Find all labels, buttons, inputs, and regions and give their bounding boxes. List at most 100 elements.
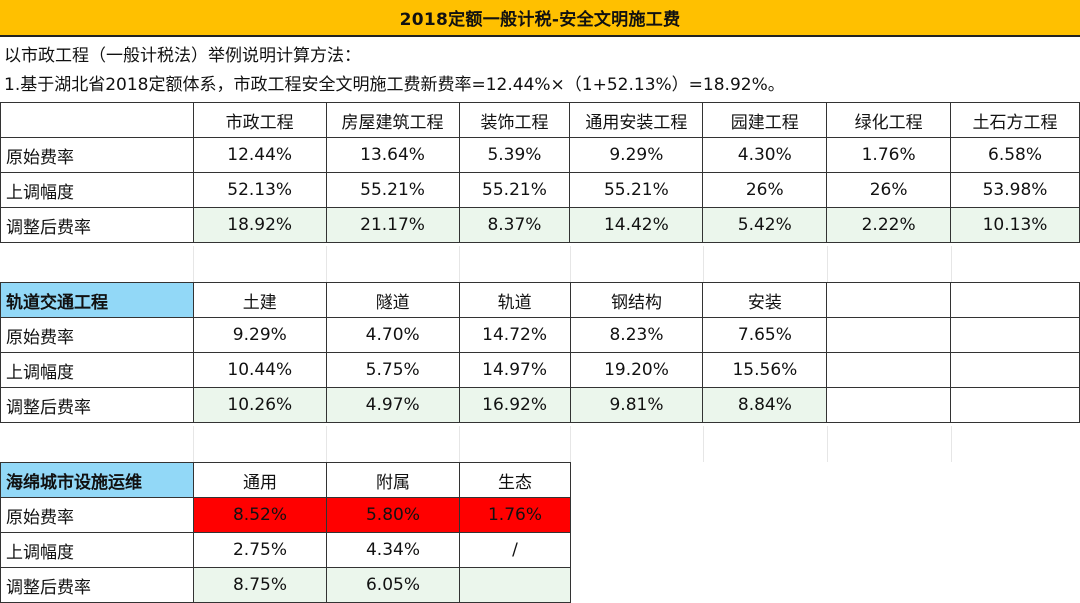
table-cell[interactable]: 4.70% xyxy=(325,317,460,353)
empty-cell[interactable] xyxy=(826,387,952,423)
table-row: 上调幅度 2.75% 4.34% / xyxy=(0,532,571,568)
table-cell[interactable]: 12.44% xyxy=(192,137,327,173)
table-cell[interactable]: 6.58% xyxy=(950,137,1080,173)
row-label[interactable]: 原始费率 xyxy=(0,137,194,173)
table-row: 调整后费率 10.26% 4.97% 16.92% 9.81% 8.84% xyxy=(0,387,1080,423)
row-label[interactable]: 调整后费率 xyxy=(0,207,194,243)
table-header-row: 市政工程 房屋建筑工程 装饰工程 通用安装工程 园建工程 绿化工程 土石方工程 xyxy=(0,102,1080,138)
table-cell[interactable]: 7.65% xyxy=(702,317,828,353)
empty-cell[interactable] xyxy=(950,387,1080,423)
table-cell[interactable]: 9.29% xyxy=(569,137,704,173)
table-cell[interactable]: 5.39% xyxy=(458,137,571,173)
header-cell[interactable]: 生态 xyxy=(459,462,571,498)
method-note: 以市政工程（一般计税法）举例说明计算方法： xyxy=(4,46,361,66)
header-cell[interactable]: 附属 xyxy=(326,462,460,498)
row-label[interactable]: 调整后费率 xyxy=(0,567,194,603)
table-cell[interactable]: 52.13% xyxy=(192,172,327,208)
header-cell[interactable]: 装饰工程 xyxy=(458,102,571,138)
table-cell[interactable]: 9.81% xyxy=(569,387,704,423)
table-cell[interactable]: 10.44% xyxy=(192,352,327,388)
table-cell[interactable]: 8.23% xyxy=(569,317,704,353)
rail-transit-table: 轨道交通工程 土建 隧道 轨道 钢结构 安装 原始费率 9.29% 4.70% … xyxy=(0,282,1080,423)
empty-row xyxy=(0,426,1080,462)
table-cell[interactable]: 21.17% xyxy=(325,207,460,243)
section-header[interactable]: 海绵城市设施运维 xyxy=(0,462,194,498)
table-cell[interactable]: 5.42% xyxy=(702,207,828,243)
table-cell[interactable]: 8.84% xyxy=(702,387,828,423)
row-label[interactable]: 上调幅度 xyxy=(0,532,194,568)
table-cell[interactable]: 55.21% xyxy=(458,172,571,208)
header-cell[interactable]: 房屋建筑工程 xyxy=(325,102,460,138)
table-cell[interactable]: 55.21% xyxy=(569,172,704,208)
table-cell[interactable]: 4.30% xyxy=(702,137,828,173)
header-cell xyxy=(0,102,194,138)
header-cell[interactable]: 轨道 xyxy=(458,282,571,318)
header-cell[interactable]: 土石方工程 xyxy=(950,102,1080,138)
table-cell[interactable]: 16.92% xyxy=(458,387,571,423)
header-cell[interactable]: 隧道 xyxy=(325,282,460,318)
table-cell[interactable]: 6.05% xyxy=(326,567,460,603)
row-label[interactable]: 上调幅度 xyxy=(0,172,194,208)
table-cell[interactable]: / xyxy=(459,532,571,568)
table-cell[interactable]: 4.97% xyxy=(325,387,460,423)
table-cell[interactable]: 19.20% xyxy=(569,352,704,388)
table-row: 调整后费率 8.75% 6.05% xyxy=(0,567,571,603)
empty-cell[interactable] xyxy=(826,317,952,353)
table-cell[interactable]: 15.56% xyxy=(702,352,828,388)
sponge-city-table: 海绵城市设施运维 通用 附属 生态 原始费率 8.52% 5.80% 1.76%… xyxy=(0,462,571,603)
table-cell[interactable]: 14.42% xyxy=(569,207,704,243)
table-cell[interactable]: 2.22% xyxy=(826,207,952,243)
header-cell[interactable]: 通用 xyxy=(193,462,327,498)
table-row: 原始费率 8.52% 5.80% 1.76% xyxy=(0,497,571,533)
table-cell[interactable]: 1.76% xyxy=(826,137,952,173)
section-header[interactable]: 轨道交通工程 xyxy=(0,282,194,318)
header-cell[interactable]: 绿化工程 xyxy=(826,102,952,138)
header-cell[interactable]: 园建工程 xyxy=(702,102,828,138)
empty-cell[interactable] xyxy=(950,352,1080,388)
table-cell[interactable]: 13.64% xyxy=(325,137,460,173)
row-label[interactable]: 原始费率 xyxy=(0,317,194,353)
empty-row xyxy=(0,246,1080,282)
table-row: 原始费率 9.29% 4.70% 14.72% 8.23% 7.65% xyxy=(0,317,1080,353)
table-cell[interactable]: 9.29% xyxy=(192,317,327,353)
table-cell[interactable]: 14.97% xyxy=(458,352,571,388)
table-cell[interactable]: 8.37% xyxy=(458,207,571,243)
header-cell[interactable]: 安装 xyxy=(702,282,828,318)
row-label[interactable]: 调整后费率 xyxy=(0,387,194,423)
table-cell[interactable]: 55.21% xyxy=(325,172,460,208)
table-cell[interactable]: 53.98% xyxy=(950,172,1080,208)
table-cell[interactable]: 26% xyxy=(702,172,828,208)
empty-cell[interactable] xyxy=(826,282,952,318)
row-label[interactable]: 原始费率 xyxy=(0,497,194,533)
table-cell[interactable]: 2.75% xyxy=(193,532,327,568)
table-header-row: 轨道交通工程 土建 隧道 轨道 钢结构 安装 xyxy=(0,282,1080,318)
table-row: 原始费率 12.44% 13.64% 5.39% 9.29% 4.30% 1.7… xyxy=(0,137,1080,173)
table-row: 上调幅度 52.13% 55.21% 55.21% 55.21% 26% 26%… xyxy=(0,172,1080,208)
table-row: 上调幅度 10.44% 5.75% 14.97% 19.20% 15.56% xyxy=(0,352,1080,388)
table-cell[interactable] xyxy=(459,567,571,603)
header-cell[interactable]: 通用安装工程 xyxy=(569,102,704,138)
header-cell[interactable]: 钢结构 xyxy=(569,282,704,318)
table-row: 调整后费率 18.92% 21.17% 8.37% 14.42% 5.42% 2… xyxy=(0,207,1080,243)
table-cell[interactable]: 26% xyxy=(826,172,952,208)
header-cell[interactable]: 土建 xyxy=(192,282,327,318)
table-cell[interactable]: 14.72% xyxy=(458,317,571,353)
table-cell[interactable]: 18.92% xyxy=(192,207,327,243)
empty-cell[interactable] xyxy=(950,317,1080,353)
calculation-note: 1.基于湖北省2018定额体系，市政工程安全文明施工费新费率=12.44%×（1… xyxy=(4,75,785,95)
table-cell[interactable]: 10.13% xyxy=(950,207,1080,243)
table-cell[interactable]: 1.76% xyxy=(459,497,571,533)
table-cell[interactable]: 8.52% xyxy=(193,497,327,533)
empty-cell[interactable] xyxy=(826,352,952,388)
table-cell[interactable]: 10.26% xyxy=(192,387,327,423)
table-header-row: 海绵城市设施运维 通用 附属 生态 xyxy=(0,462,571,498)
header-cell[interactable]: 市政工程 xyxy=(192,102,327,138)
table-cell[interactable]: 5.80% xyxy=(326,497,460,533)
table-cell[interactable]: 5.75% xyxy=(325,352,460,388)
row-label[interactable]: 上调幅度 xyxy=(0,352,194,388)
empty-cell[interactable] xyxy=(950,282,1080,318)
table-cell[interactable]: 8.75% xyxy=(193,567,327,603)
general-rates-table: 市政工程 房屋建筑工程 装饰工程 通用安装工程 园建工程 绿化工程 土石方工程 … xyxy=(0,102,1080,243)
table-cell[interactable]: 4.34% xyxy=(326,532,460,568)
